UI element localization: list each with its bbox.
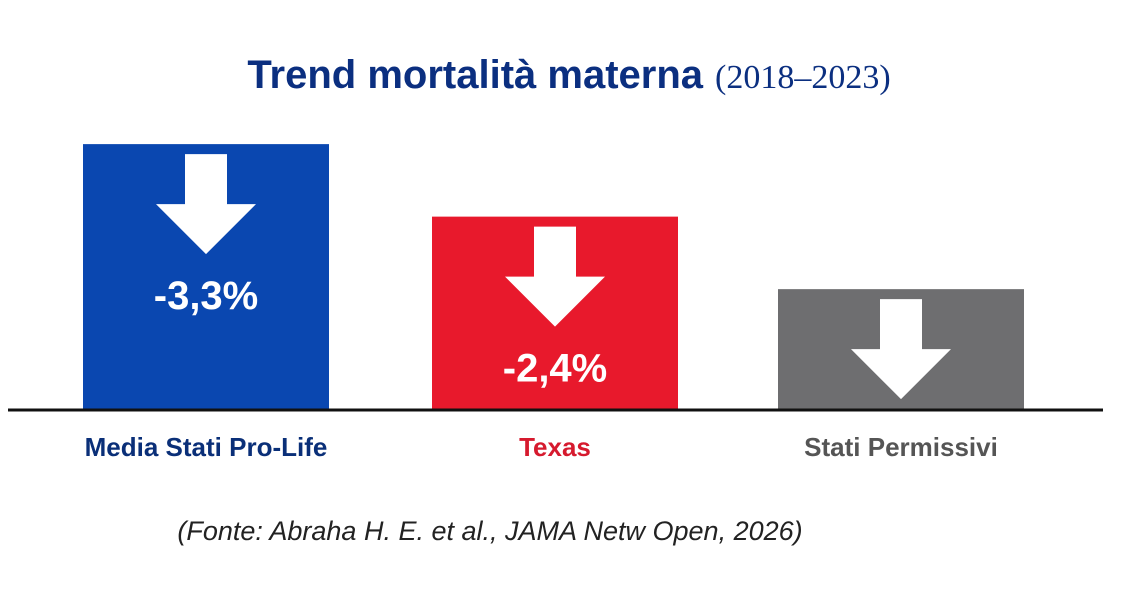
category-labels: Media Stati Pro-Life Texas Stati Permissiv…: [85, 432, 998, 462]
arrow-down-icon: [156, 154, 256, 255]
chart-title-main: Trend mortalità materna: [247, 53, 703, 97]
category-label-2: Stati Permissivi: [804, 432, 998, 462]
value-label-0: -3,3%: [154, 274, 259, 318]
chart-subtitle: (2018–2023): [715, 59, 891, 96]
bars-group: -3,3% -2,4% -1,5%: [83, 144, 1024, 463]
arrow-down-icon: [851, 299, 951, 400]
value-label-2: -1,5%: [849, 419, 954, 463]
chart-title: Trend mortalità materna (2018–2023): [247, 53, 890, 97]
value-label-1: -2,4%: [503, 347, 608, 391]
source-note: (Fonte: Abraha H. E. et al., JAMA Netw O…: [177, 516, 802, 546]
arrow-down-icon: [505, 226, 605, 327]
category-label-1: Texas: [519, 432, 591, 462]
category-label-0: Media Stati Pro-Life: [85, 432, 328, 462]
